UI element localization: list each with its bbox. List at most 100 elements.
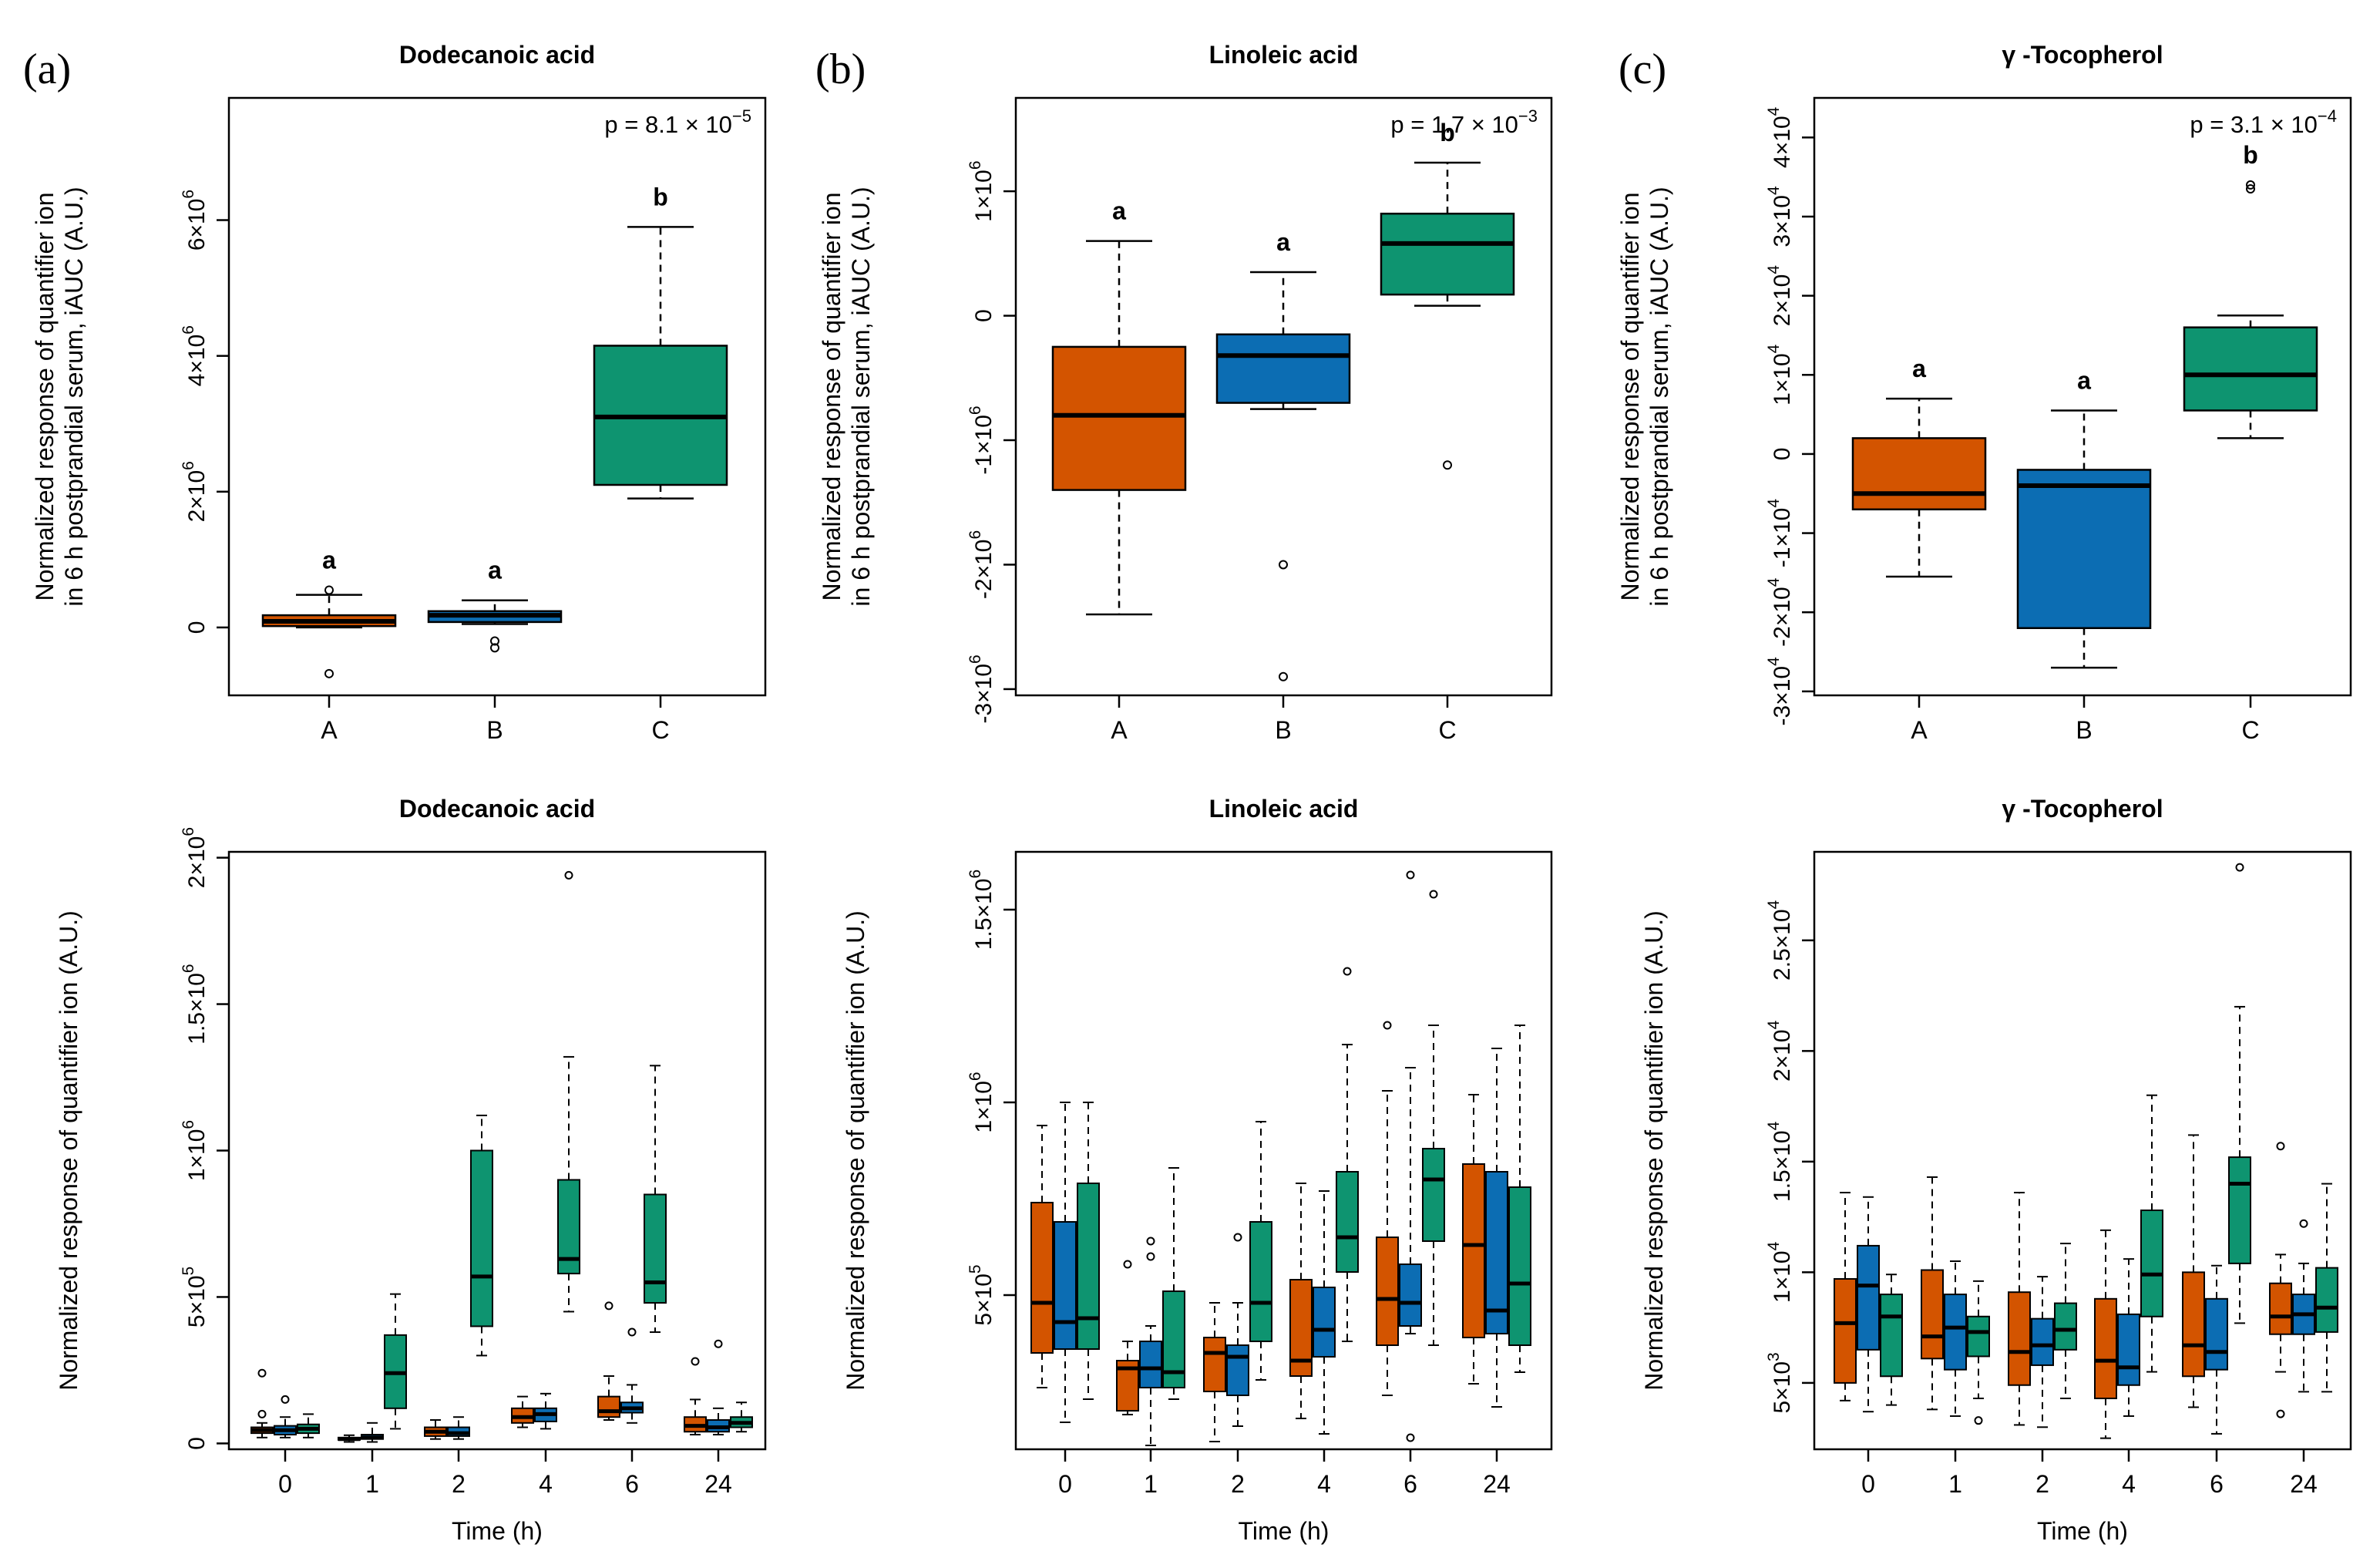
outlier-point [691,1357,700,1366]
box-iqr [1508,1186,1531,1346]
outlier-point [1429,890,1438,899]
x-tick-label: A [321,716,338,744]
outlier-point [2246,184,2255,194]
box-A-t0 [1030,1125,1054,1388]
p-value: p = 1.7 × 10−3 [1390,106,1538,138]
box-iqr [1313,1287,1336,1358]
y-tick-label: 0 [184,1437,210,1450]
y-tick-label: 1×104 [1765,344,1795,405]
outlier-point [1383,1021,1392,1030]
box-iqr [2031,1317,2054,1366]
x-tick-label: B [486,716,503,744]
p-value: p = 8.1 × 10−5 [604,106,751,138]
y-tick-label: 0 [1770,448,1795,461]
x-tick-label: 4 [539,1470,553,1498]
y-tick-label: 0 [971,309,997,322]
y-axis-label: Normalized response of quantifier ion [818,192,845,601]
x-axis-label: Time (h) [2037,1517,2128,1545]
plot-frame [1014,850,1553,1451]
box-B-t24 [707,1339,730,1436]
y-tick-label: 2×104 [1765,1020,1795,1082]
box-C-t2 [1249,1121,1272,1381]
box-B-t4 [2117,1258,2140,1417]
outlier-point [1974,1416,1983,1425]
box-iqr [1376,1237,1399,1346]
box-B-t1 [361,1422,384,1443]
box-B-t2 [2031,1276,2054,1428]
box-A-t6 [597,1301,620,1422]
y-tick-label: 5×103 [1765,1352,1795,1413]
box-C-t2 [470,1114,493,1357]
box-A-t4 [2094,1229,2117,1439]
chart-top-a: Dodecanoic acid 0 2×106 4×106 6×106 Normalize… [31,41,767,744]
x-tick-label: 1 [1144,1470,1158,1498]
outlier-point [1343,967,1352,976]
y-tick-label: -1×104 [1765,499,1795,568]
box-B-t4 [1313,1190,1336,1435]
x-tick-label: 1 [1948,1470,1962,1498]
box-B-t6 [2205,1264,2228,1435]
x-tick-label: 2 [452,1470,466,1498]
box-C-t0 [297,1413,320,1438]
significance-letter: a [1112,197,1126,225]
outlier-point [1406,1433,1415,1442]
outlier-point [281,1395,290,1404]
x-tick-label: 1 [365,1470,379,1498]
y-axis-label: Normalized response of quantifier ion [1616,192,1644,601]
y-axis-label: Normalized response of quantifier ion (A… [55,910,82,1391]
y-tick-label: -1×106 [966,405,997,474]
y-axis: 0 2×106 4×106 6×106 [180,190,229,634]
box-iqr [1336,1171,1359,1273]
box-A-t2 [2008,1192,2031,1426]
box-iqr [1399,1263,1422,1327]
x-tick-label: B [1275,716,1291,744]
significance-letter: a [322,546,336,574]
chart-bottom-c: γ -Tocopherol 5×103 1×104 1.5×104 2×104 2.5×1… [1640,795,2352,1545]
outlier-point [2235,863,2244,872]
x-tick-label: A [1111,716,1128,744]
box-B: a [427,557,563,653]
chart-top-c: γ -Tocopherol -3×104 -2×104 -1×104 0 1×104 2×1… [1616,41,2352,744]
outlier-point [627,1327,637,1337]
box-B: a [2016,366,2152,669]
box-iqr [1380,212,1515,296]
outlier-point [257,1409,267,1418]
chart-title: Dodecanoic acid [399,41,595,69]
outlier-point [324,668,334,678]
box-A-t0 [250,1368,274,1438]
x-tick-label: 24 [704,1470,732,1498]
box-iqr [1462,1163,1485,1338]
box-iqr [1967,1315,1990,1358]
y-tick-label: 6×106 [180,190,210,251]
x-axis: A B C [321,695,670,744]
chart-top-b: Linoleic acid -3×106 -2×106 -1×106 0 1×106 Nor… [818,41,1553,744]
x-tick-label: 6 [1403,1470,1417,1498]
box-A-t4 [1289,1183,1313,1419]
box-A: a [261,546,397,678]
y-tick-label: 5×105 [180,1267,210,1327]
significance-letter: a [488,557,502,584]
outlier-point [564,870,573,880]
chart-title: Linoleic acid [1209,795,1359,823]
y-tick-label: -3×106 [966,654,997,723]
box-A-t1 [1921,1176,1944,1411]
box-iqr [1249,1221,1272,1342]
x-tick-label: 6 [625,1470,639,1498]
y-tick-label: 4×106 [180,325,210,386]
box-C-t1 [1162,1167,1185,1400]
y-axis-label: in 6 h postprandial serum, iAUC (A.U.) [1645,187,1673,606]
box-B-t2 [1226,1233,1249,1427]
x-axis: 0 1 2 4 6 24 [278,1449,732,1498]
x-tick-label: 24 [1483,1470,1511,1498]
x-axis-label: Time (h) [1239,1517,1330,1545]
box-B-t0 [274,1395,297,1438]
box-C: b [1380,119,1515,470]
box-iqr [2016,469,2152,629]
box-C-t0 [1077,1102,1100,1400]
chart-title: γ -Tocopherol [2002,41,2163,69]
box-iqr [1077,1183,1100,1350]
box-iqr [1422,1148,1445,1242]
panel-label-b: (b) [815,45,866,93]
box-B-t2 [447,1416,470,1440]
y-axis-label: in 6 h postprandial serum, iAUC (A.U.) [60,187,88,606]
